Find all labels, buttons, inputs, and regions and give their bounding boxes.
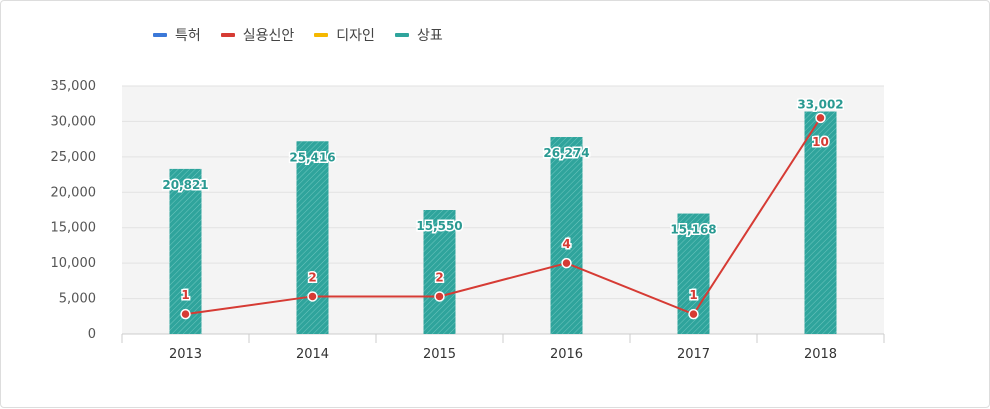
trademark-bar — [296, 141, 329, 334]
y-tick-label: 25,000 — [51, 150, 97, 165]
legend-swatch-design — [314, 33, 329, 37]
legend-label-design: 디자인 — [336, 28, 375, 44]
utility-model-point — [815, 112, 826, 124]
legend-item-design[interactable]: 디자인 — [314, 25, 375, 45]
utility-model-point — [561, 257, 572, 269]
legend: 특허 실용신안 디자인 상표 — [153, 25, 463, 45]
trademark-bar-label: 33,002 — [797, 98, 843, 112]
plot-area-background — [122, 86, 884, 334]
legend-item-trademark[interactable]: 상표 — [394, 25, 443, 45]
y-axis-ticks: 0 5,000 10,000 15,000 20,000 25,000 30,000 35,0… — [51, 79, 97, 342]
utility-model-line — [185, 117, 822, 316]
y-tick-label: 10,000 — [51, 256, 97, 271]
trademark-bar-label: 20,821 — [162, 178, 208, 192]
utility-model-point — [688, 308, 699, 320]
legend-item-patent[interactable]: 특허 — [153, 25, 201, 45]
legend-swatch-patent — [153, 33, 167, 37]
x-axis: 2013 2014 2015 2016 2017 2018 — [121, 333, 885, 362]
trademark-bar-label: 25,416 — [289, 150, 335, 164]
legend-label-utility-model: 실용신안 — [242, 28, 295, 44]
y-tick-label: 5,000 — [59, 292, 96, 307]
utility-model-point-label: 10 — [812, 135, 829, 149]
trademark-bar-label: 15,550 — [416, 219, 462, 233]
utility-model-point-labels: 1 2 2 4 1 10 — [180, 133, 831, 303]
x-tick-label: 2015 — [423, 347, 456, 362]
utility-model-point-label: 4 — [562, 237, 570, 251]
legend-swatch-trademark — [394, 33, 409, 37]
y-tick-label: 15,000 — [51, 221, 97, 236]
trademark-bars — [169, 111, 837, 334]
y-tick-label: 30,000 — [51, 114, 97, 129]
x-tick-label: 2013 — [169, 347, 202, 362]
legend-label-patent: 특허 — [175, 28, 201, 44]
legend-item-utility-model[interactable]: 실용신안 — [220, 25, 295, 45]
trademark-bar-label: 15,168 — [670, 223, 716, 237]
trademark-bar-label: 26,274 — [543, 146, 589, 160]
x-tick-label: 2016 — [550, 347, 583, 362]
utility-model-point-label: 1 — [689, 288, 697, 302]
trademark-bar — [550, 137, 583, 334]
x-tick-label: 2018 — [804, 347, 837, 362]
trademark-bar-labels: 20,821 25,416 15,550 26,274 15,168 33,002 — [161, 96, 845, 238]
utility-model-line-path — [185, 117, 822, 316]
utility-model-point — [180, 308, 191, 320]
trademark-bar — [169, 168, 202, 334]
x-tick-label: 2014 — [296, 347, 329, 362]
trademark-bar — [804, 111, 837, 334]
utility-model-point — [307, 291, 318, 302]
legend-label-trademark: 상표 — [416, 28, 443, 44]
y-tick-label: 0 — [88, 327, 96, 342]
utility-model-point-label: 1 — [181, 288, 189, 302]
y-tick-label: 35,000 — [51, 79, 97, 94]
trademark-bar — [423, 210, 456, 334]
legend-swatch-utility-model — [220, 33, 235, 37]
utility-model-point-label: 2 — [308, 270, 316, 284]
grid-lines — [122, 85, 884, 300]
utility-model-points — [180, 112, 826, 320]
utility-model-point — [434, 291, 445, 302]
x-tick-label: 2017 — [677, 347, 710, 362]
y-tick-label: 20,000 — [51, 185, 97, 200]
utility-model-point-label: 2 — [435, 270, 443, 284]
